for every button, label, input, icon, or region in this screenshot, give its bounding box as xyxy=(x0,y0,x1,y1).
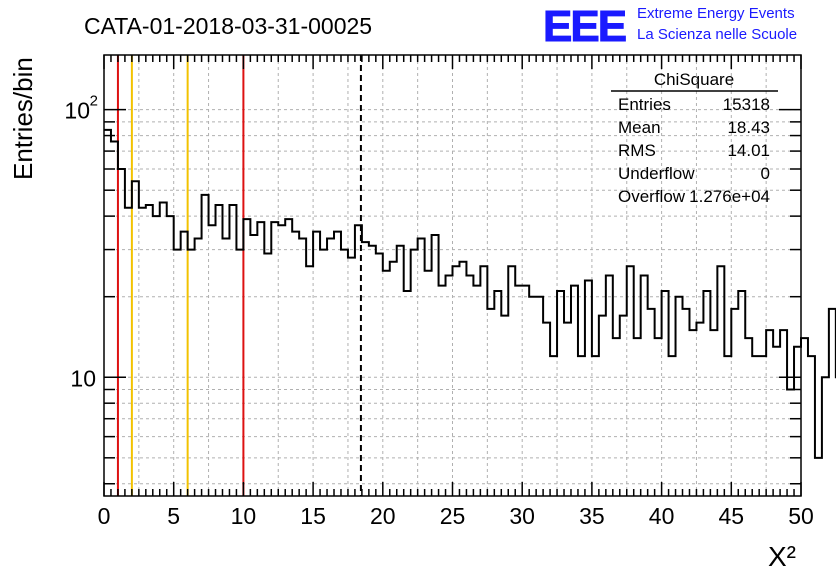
y-axis-label: Entries/bin xyxy=(8,57,38,180)
stats-label-entries: Entries xyxy=(618,95,671,114)
eee-logo-mark: EEE xyxy=(543,2,626,51)
eee-logo: EEE Extreme Energy Events La Scienza nel… xyxy=(543,2,798,52)
y-tick-label: 10 xyxy=(70,365,96,391)
stats-box: ChiSquare Entries 15318 Mean 18.43 RMS 1… xyxy=(611,70,778,206)
eee-logo-line1: Extreme Energy Events xyxy=(637,5,795,22)
grid-lines xyxy=(104,55,801,496)
stats-label-overflow: Overflow xyxy=(618,187,686,206)
x-tick-label: 35 xyxy=(579,503,605,529)
histogram-step-line xyxy=(104,128,836,459)
stats-value-underflow: 0 xyxy=(761,164,770,183)
stats-value-mean: 18.43 xyxy=(727,118,770,137)
x-tick-label: 10 xyxy=(231,503,257,529)
x-tick-label: 15 xyxy=(300,503,326,529)
x-tick-label: 45 xyxy=(719,503,745,529)
x-tick-label: 40 xyxy=(649,503,675,529)
x-tick-labels: 0 5 10 15 20 25 30 35 40 45 50 xyxy=(98,503,814,529)
x-tick-label: 50 xyxy=(788,503,814,529)
histogram-series xyxy=(104,128,836,459)
x-tick-label: 20 xyxy=(370,503,396,529)
stats-value-overflow: 1.276e+04 xyxy=(689,187,770,206)
x-axis-label: X² xyxy=(768,541,796,572)
stats-label-mean: Mean xyxy=(618,118,661,137)
y-tick-label: 10 xyxy=(64,98,90,124)
chart-title: CATA-01-2018-03-31-00025 xyxy=(84,13,372,39)
x-tick-label: 5 xyxy=(167,503,180,529)
stats-value-rms: 14.01 xyxy=(727,141,770,160)
stats-label-rms: RMS xyxy=(618,141,656,160)
stats-value-entries: 15318 xyxy=(723,95,770,114)
x-tick-label: 25 xyxy=(440,503,466,529)
y-tick-label-exponent: 2 xyxy=(90,93,98,110)
eee-logo-line2: La Scienza nelle Scuole xyxy=(637,26,797,43)
axes-frame xyxy=(103,54,802,497)
stats-label-underflow: Underflow xyxy=(618,164,695,183)
stats-title: ChiSquare xyxy=(654,70,734,89)
x-tick-label: 30 xyxy=(509,503,535,529)
reference-lines xyxy=(116,55,362,496)
x-tick-label: 0 xyxy=(98,503,111,529)
